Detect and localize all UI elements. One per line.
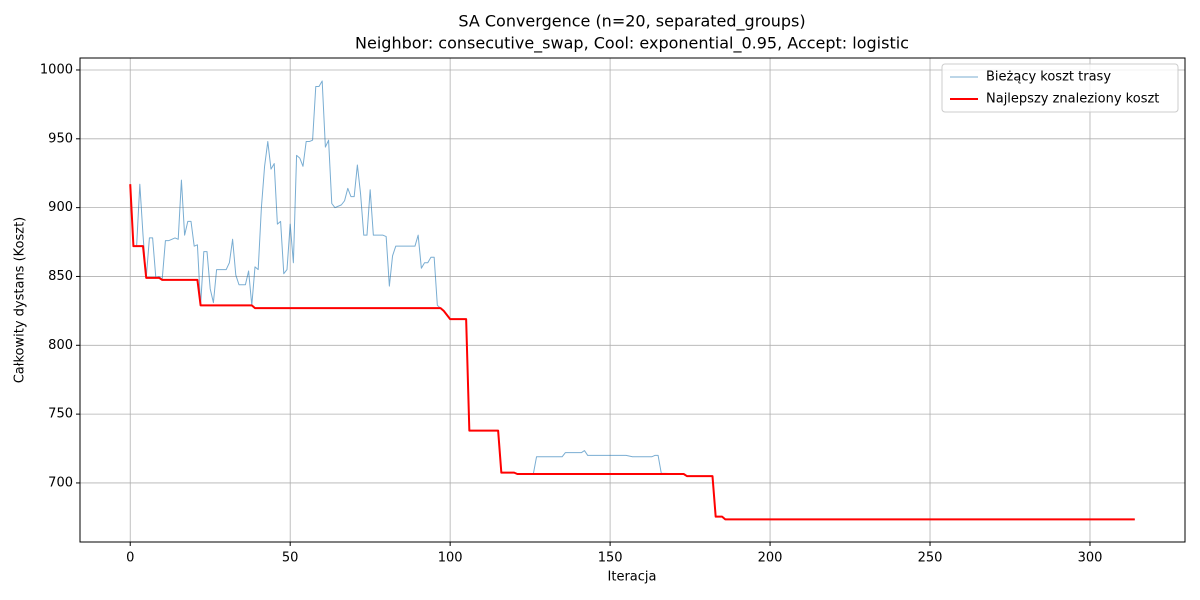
x-tick-label: 150 [598,551,623,566]
x-tick-label: 300 [1078,551,1103,566]
legend-label: Bieżący koszt trasy [986,70,1111,85]
x-axis-label: Iteracja [608,570,657,585]
chart-title: SA Convergence (n=20, separated_groups) [458,12,805,32]
plot-frame [79,57,1186,543]
x-tick-label: 50 [282,551,299,566]
y-axis-label: Całkowity dystans (Koszt) [13,217,28,384]
legend-label: Najlepszy znaleziony koszt [986,92,1159,107]
y-tick-label: 850 [48,269,73,284]
y-tick-label: 800 [48,338,73,353]
legend-box [941,63,1179,113]
x-tick-label: 100 [438,551,463,566]
chart-subtitle: Neighbor: consecutive_swap, Cool: expone… [355,34,909,54]
x-tick-label: 200 [758,551,783,566]
x-tick-label: 0 [126,551,134,566]
y-tick-label: 900 [48,200,73,215]
y-tick-label: 750 [48,407,73,422]
y-tick-label: 950 [48,131,73,146]
y-tick-label: 700 [48,475,73,490]
series-line [129,184,1135,521]
y-tick-label: 1000 [40,62,73,77]
x-tick-label: 250 [918,551,943,566]
